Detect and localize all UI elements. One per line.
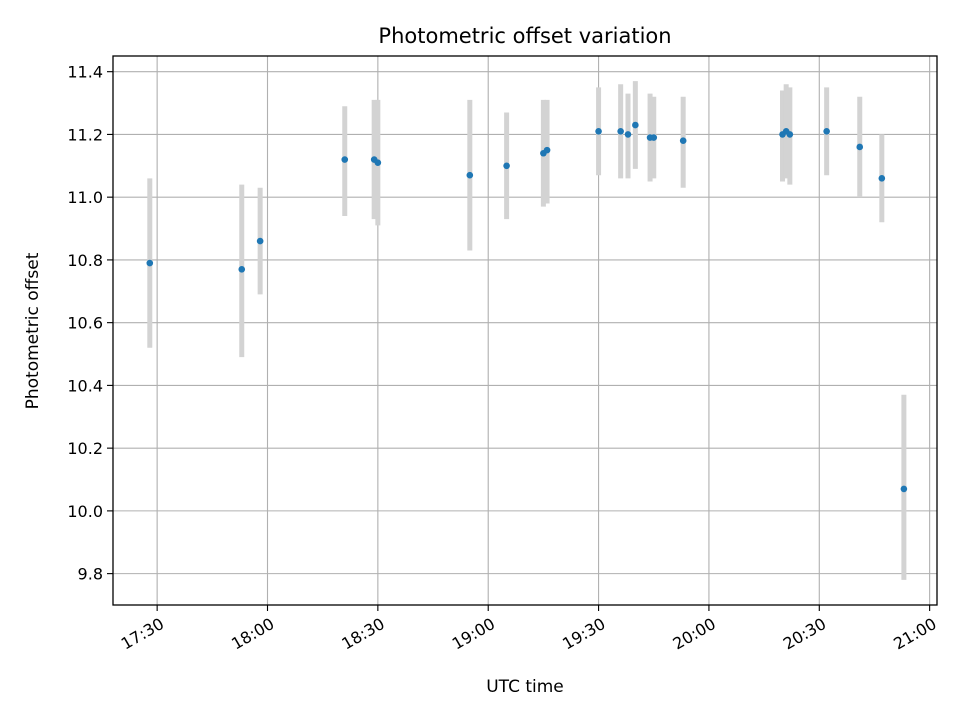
data-point bbox=[786, 131, 794, 138]
data-points bbox=[146, 121, 908, 493]
x-tick-label: 20:00 bbox=[669, 614, 718, 654]
x-tick-label: 18:00 bbox=[228, 614, 277, 654]
data-point bbox=[856, 143, 864, 151]
error-bars bbox=[147, 81, 907, 580]
y-tick-label: 10.0 bbox=[67, 502, 103, 521]
x-axis: 17:30 18:00 18:30 19:00 19:30 20:00 20:30 21:00 bbox=[118, 605, 940, 654]
data-point bbox=[503, 162, 510, 170]
data-point bbox=[617, 127, 624, 135]
chart-title: Photometric offset variation bbox=[378, 24, 671, 48]
y-tick-label: 10.6 bbox=[67, 314, 103, 333]
x-axis-title: UTC time bbox=[486, 677, 564, 697]
data-point bbox=[823, 127, 830, 135]
x-tick-label: 18:30 bbox=[338, 614, 387, 654]
data-point bbox=[650, 134, 658, 141]
x-tick-label: 21:00 bbox=[890, 614, 939, 654]
data-point bbox=[624, 131, 632, 138]
data-point bbox=[595, 127, 602, 135]
plot-frame bbox=[112, 55, 938, 606]
y-tick-label: 11.0 bbox=[67, 188, 103, 207]
data-point bbox=[238, 266, 246, 273]
grid bbox=[113, 56, 937, 605]
y-axis: 9.8 10.0 10.2 10.4 10.6 10.8 11.0 11.2 11.4 bbox=[67, 63, 113, 584]
y-tick-label: 10.8 bbox=[67, 251, 103, 270]
data-point bbox=[341, 156, 349, 163]
y-tick-label: 9.8 bbox=[78, 565, 103, 584]
x-tick-label: 19:30 bbox=[559, 614, 608, 654]
x-tick-label: 20:30 bbox=[780, 614, 829, 654]
data-point bbox=[543, 146, 551, 154]
data-point bbox=[256, 237, 264, 245]
data-point bbox=[146, 259, 154, 267]
y-tick-label: 11.4 bbox=[67, 63, 103, 82]
data-point bbox=[466, 171, 474, 179]
x-tick-label: 19:00 bbox=[449, 614, 498, 654]
data-point bbox=[632, 121, 639, 129]
y-tick-label: 10.4 bbox=[67, 376, 103, 395]
x-tick-label: 17:30 bbox=[118, 614, 167, 654]
data-point bbox=[374, 159, 382, 166]
data-point bbox=[679, 137, 687, 145]
y-tick-label: 10.2 bbox=[67, 439, 103, 458]
data-point bbox=[900, 485, 908, 493]
y-axis-title: Photometric offset bbox=[23, 252, 43, 409]
data-point bbox=[878, 175, 886, 182]
y-tick-label: 11.2 bbox=[67, 125, 103, 144]
